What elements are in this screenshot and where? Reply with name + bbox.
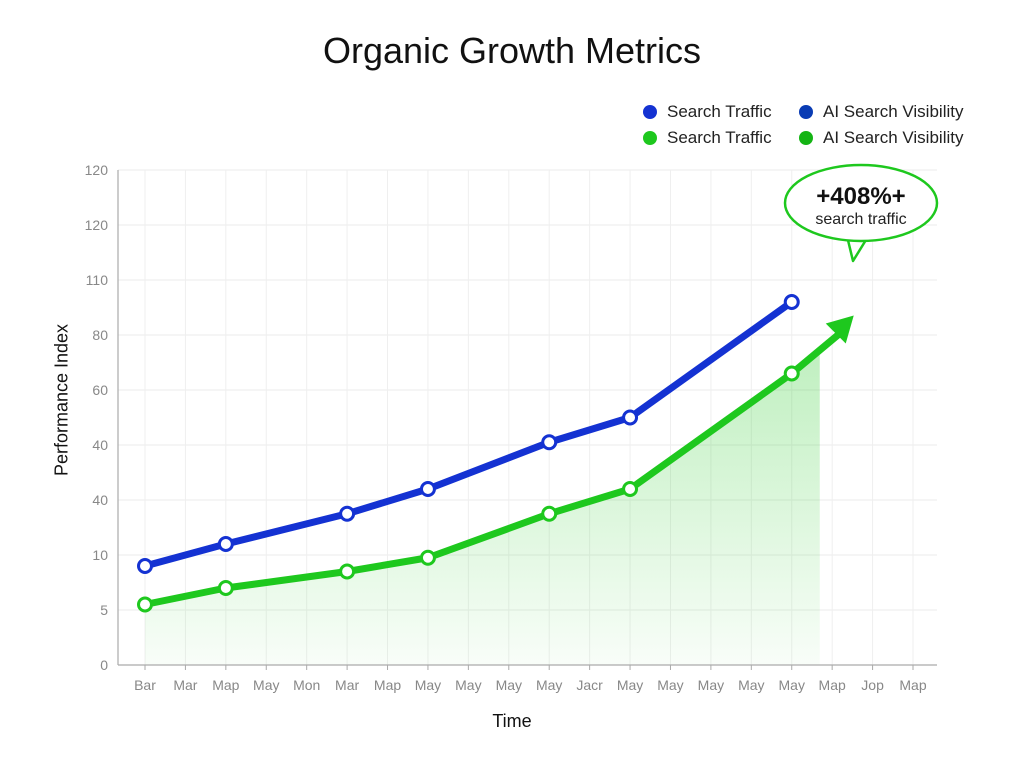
y-tick-label: 0 [100,657,108,673]
y-tick-label: 40 [92,492,108,508]
data-point [339,505,356,522]
x-tick-label: May [617,677,643,693]
y-tick-label: 120 [85,217,109,233]
legend-item: Search Traffic [643,102,772,122]
y-tick-label: 80 [92,327,108,343]
data-point [622,409,639,426]
y-tick-label: 5 [100,602,108,618]
x-tick-label: Mar [173,677,197,693]
data-point [419,481,436,497]
data-point [541,434,558,451]
data-point [137,558,153,574]
y-tick-label: 60 [92,382,108,398]
x-tick-label: May [698,677,724,693]
x-tick-label: Bar [134,677,156,693]
x-tick-label: Jop [861,677,884,693]
y-tick-label: 110 [86,272,109,288]
data-point [783,294,800,310]
x-tick-label: May [536,677,562,693]
callout-value: +408%+ [816,183,905,210]
data-point [783,365,800,382]
series-area-fill [145,351,820,665]
x-tick-label: May [415,677,441,693]
legend-swatch [799,105,813,119]
x-tick-label: Mon [293,677,320,693]
data-point [339,563,356,580]
data-point [137,596,153,613]
growth-arrow-head [825,315,854,344]
legend-label: AI Search Visibility [823,128,964,147]
callout-bubble [783,163,939,243]
data-point [541,505,558,522]
legend-label: AI Search Visibility [823,102,964,121]
x-tick-label: May [253,677,279,693]
legend-item: AI Search Visibility [799,128,963,148]
callout-tail-mask [849,231,867,239]
y-tick-label: 40 [92,437,108,453]
x-tick-label: May [738,677,764,693]
x-tick-label: Jacr [576,677,603,693]
legend-swatch [799,131,813,145]
legend-item: AI Search Visibility [799,102,963,122]
x-tick-label: Map [819,677,846,693]
legend-item: Search Traffic [643,128,772,148]
x-tick-label: May [496,677,522,693]
x-tick-label: Map [899,677,926,693]
data-point [419,549,436,566]
x-axis-label: Time [492,711,532,731]
legend-label: Search Traffic [667,102,772,121]
x-tick-label: May [657,677,683,693]
x-tick-label: May [455,677,481,693]
legend-label: Search Traffic [667,128,772,147]
y-tick-label: 10 [92,547,108,563]
y-tick-label: 120 [85,162,109,178]
x-tick-label: Mar [335,677,359,693]
x-tick-label: Map [374,677,401,693]
x-tick-label: May [779,677,805,693]
legend-swatch [643,105,657,119]
chart-title: Organic Growth Metrics [322,30,702,71]
series-line [141,330,844,608]
legend-swatch [643,131,657,145]
callout-text: search traffic [815,211,906,228]
data-point [217,580,234,596]
data-point [622,481,639,497]
data-point [217,536,234,552]
x-tick-label: Map [212,677,239,693]
